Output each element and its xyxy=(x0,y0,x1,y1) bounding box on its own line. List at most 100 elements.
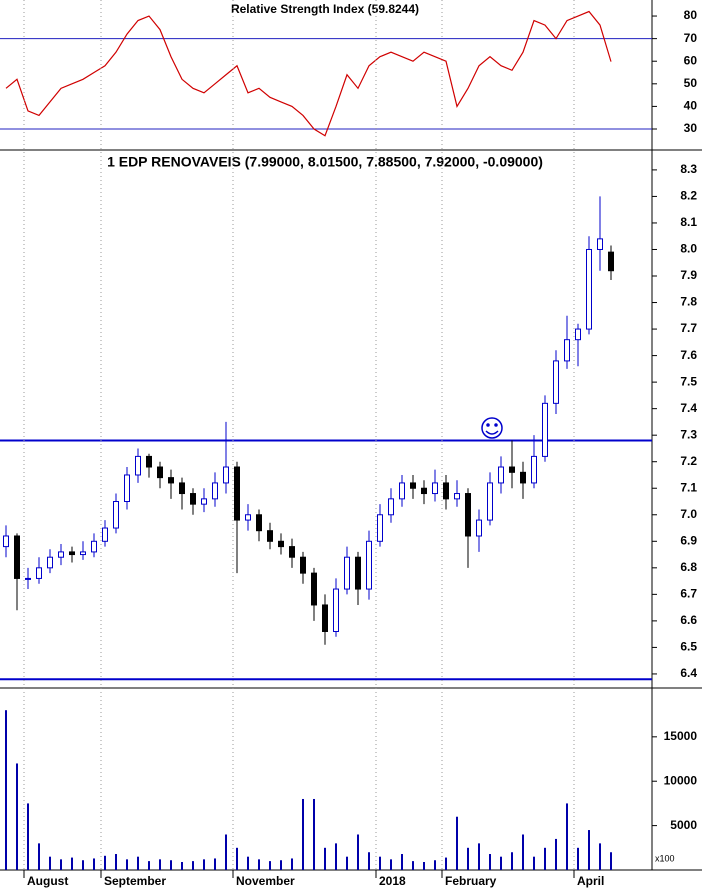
candle-body xyxy=(223,466,229,484)
y-tick-label: 8.2 xyxy=(680,189,697,203)
volume-unit: x100 xyxy=(655,853,675,863)
rsi-title: Relative Strength Index (59.8244) xyxy=(231,2,419,16)
volume-bar xyxy=(544,847,546,870)
y-tick-label: 7.7 xyxy=(680,321,697,335)
volume-bar xyxy=(324,847,326,870)
candle-body xyxy=(80,551,86,556)
volume-bar xyxy=(390,859,392,870)
candle-body xyxy=(102,527,108,542)
volume-bar xyxy=(379,856,381,870)
y-tick-label: 30 xyxy=(684,121,698,135)
y-tick-label: 80 xyxy=(684,8,698,22)
volume-bar xyxy=(60,859,62,870)
volume-bar xyxy=(258,859,260,870)
candle-body xyxy=(542,402,548,457)
y-tick-label: 6.9 xyxy=(680,533,697,547)
y-tick-label: 7.9 xyxy=(680,268,697,282)
volume-bar xyxy=(126,859,128,870)
candle-body xyxy=(146,455,152,468)
candle-body xyxy=(377,514,383,542)
y-tick-label: 7.5 xyxy=(680,374,697,388)
candle-body xyxy=(3,535,9,548)
y-tick-label: 6.6 xyxy=(680,613,697,627)
volume-bar xyxy=(533,856,535,870)
volume-bar xyxy=(500,856,502,870)
volume-bar xyxy=(577,847,579,870)
candle-body xyxy=(234,466,240,521)
candle-body xyxy=(355,556,361,590)
volume-bar xyxy=(588,830,590,870)
volume-bar xyxy=(478,843,480,870)
volume-bar xyxy=(511,852,513,870)
volume-bar xyxy=(38,843,40,870)
volume-bar xyxy=(313,798,315,870)
volume-bar xyxy=(115,854,117,870)
candle-body xyxy=(113,501,119,529)
x-tick-label: August xyxy=(27,874,68,888)
candle-body xyxy=(575,328,581,341)
candle-body xyxy=(322,604,328,632)
volume-bar xyxy=(346,856,348,870)
y-tick-label: 70 xyxy=(684,31,698,45)
y-tick-label: 8.3 xyxy=(680,162,697,176)
volume-bar xyxy=(401,854,403,870)
candle-body xyxy=(465,493,471,537)
candle-body xyxy=(58,551,64,558)
candle-body xyxy=(432,482,438,495)
volume-bar xyxy=(247,856,249,870)
volume-bar xyxy=(203,859,205,870)
candle-body xyxy=(388,498,394,516)
y-tick-label: 7.6 xyxy=(680,348,697,362)
volume-bar xyxy=(599,843,601,870)
smiley xyxy=(481,417,503,439)
y-tick-label: 15000 xyxy=(664,729,698,743)
y-tick-label: 7.1 xyxy=(680,480,697,494)
y-tick-label: 6.5 xyxy=(680,640,697,654)
candle-body xyxy=(333,588,339,632)
volume-bar xyxy=(522,834,524,870)
candle-body xyxy=(179,482,185,495)
volume-bar xyxy=(16,763,18,870)
candle-body xyxy=(278,540,284,548)
rsi-line xyxy=(5,10,612,137)
candle-body xyxy=(344,556,350,590)
volume-bar xyxy=(71,857,73,870)
candle-body xyxy=(586,248,592,330)
volume-bar xyxy=(49,856,51,870)
volume-bar xyxy=(610,852,612,870)
volume-bar xyxy=(159,859,161,870)
x-tick-label: February xyxy=(445,874,497,888)
candle-body xyxy=(212,482,218,500)
volume-bar xyxy=(214,858,216,870)
candle-body xyxy=(168,477,174,484)
y-tick-label: 40 xyxy=(684,99,698,113)
candle-body xyxy=(553,360,559,404)
x-tick-label: September xyxy=(104,874,166,888)
y-tick-label: 6.7 xyxy=(680,587,697,601)
volume-bar xyxy=(489,854,491,870)
volume-bar xyxy=(181,862,183,870)
candle-body xyxy=(443,482,449,500)
y-tick-label: 7.8 xyxy=(680,295,697,309)
candle-body xyxy=(256,514,262,532)
x-tick-label: April xyxy=(577,874,604,888)
volume-bar xyxy=(104,855,106,870)
volume-bar xyxy=(302,798,304,870)
candle-body xyxy=(399,482,405,500)
volume-bar xyxy=(423,862,425,870)
candle-body xyxy=(289,546,295,558)
candle-body xyxy=(608,251,614,272)
candle-body xyxy=(36,567,42,579)
volume-bar xyxy=(291,858,293,870)
candle-body xyxy=(421,487,427,495)
candle-body xyxy=(245,514,251,521)
x-tick-label: 2018 xyxy=(379,874,406,888)
y-tick-label: 50 xyxy=(684,76,698,90)
volume-bar xyxy=(412,861,414,870)
volume-bar xyxy=(192,861,194,870)
volume-bar xyxy=(236,847,238,870)
candle-body xyxy=(498,466,504,484)
candle-body xyxy=(267,530,273,542)
